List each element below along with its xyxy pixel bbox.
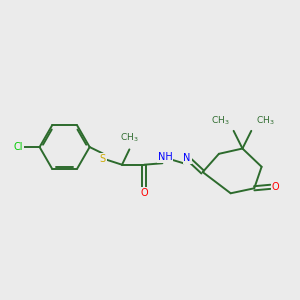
Text: O: O	[272, 182, 280, 192]
Text: Cl: Cl	[14, 142, 23, 152]
Text: O: O	[140, 188, 148, 198]
Text: S: S	[100, 154, 106, 164]
Text: CH$_3$: CH$_3$	[120, 131, 139, 143]
Text: CH$_3$: CH$_3$	[211, 115, 229, 127]
Text: N: N	[183, 153, 191, 163]
Text: NH: NH	[158, 152, 173, 162]
Text: CH$_3$: CH$_3$	[256, 115, 274, 127]
